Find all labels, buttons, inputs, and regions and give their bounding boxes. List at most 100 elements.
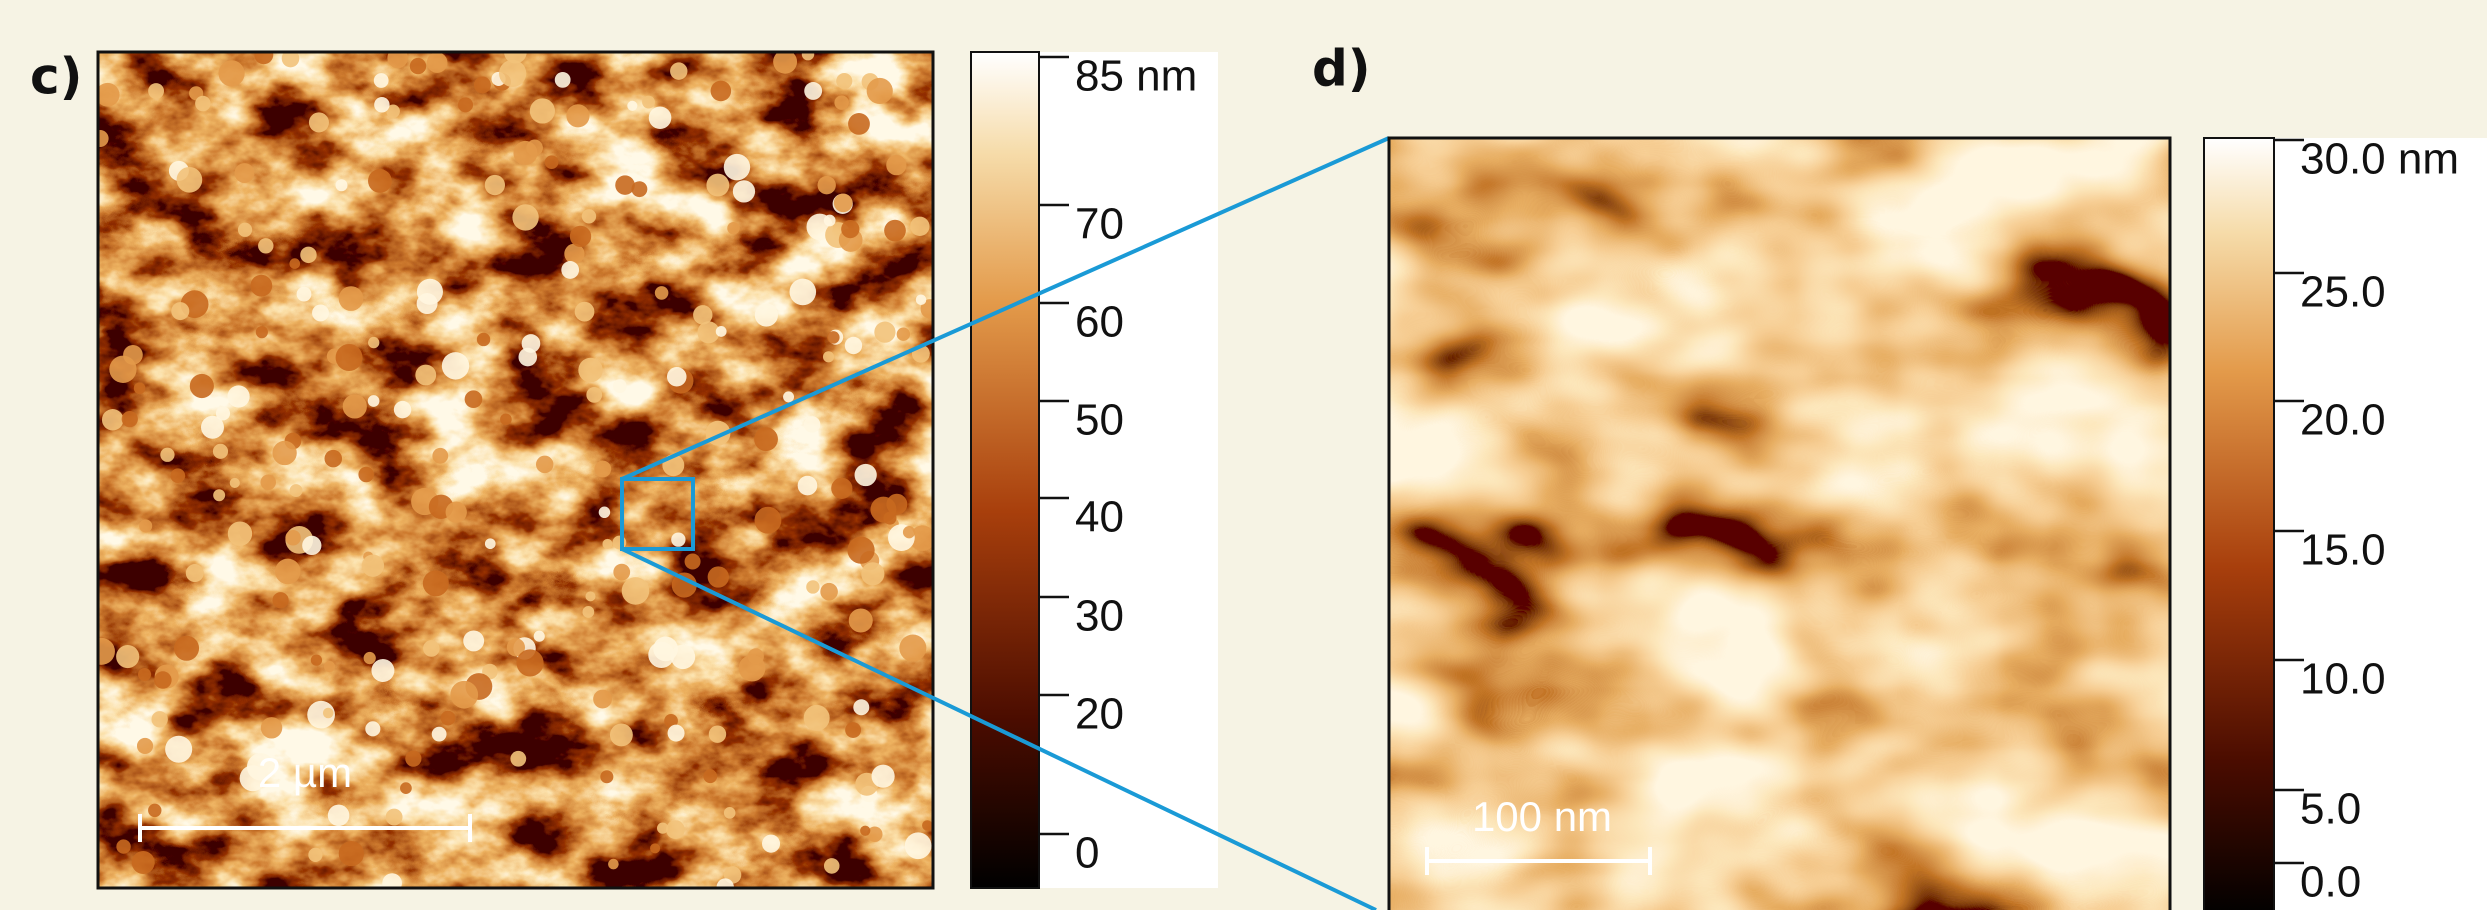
particle (285, 530, 300, 545)
particle (806, 580, 819, 593)
particle (213, 444, 228, 459)
particle (297, 287, 312, 302)
particle (575, 302, 595, 322)
particle (804, 82, 822, 100)
particle (824, 858, 840, 874)
particle (186, 564, 204, 582)
particle (195, 96, 211, 112)
particle (790, 279, 817, 306)
particle (824, 215, 836, 227)
particle (109, 356, 136, 383)
particle (666, 820, 685, 839)
particle (171, 302, 189, 320)
particle (733, 180, 755, 202)
particle (874, 322, 895, 343)
particle (88, 638, 115, 665)
particle (386, 809, 403, 826)
colorbar (971, 52, 1039, 888)
particle (671, 532, 685, 546)
particle (916, 295, 927, 306)
particle (343, 394, 367, 418)
particle (410, 58, 426, 74)
particle (272, 592, 288, 608)
particle (261, 717, 282, 738)
particle (417, 293, 438, 314)
particle (238, 223, 252, 237)
particle (510, 751, 526, 767)
particle (405, 751, 421, 767)
particle (152, 711, 168, 727)
particle (171, 468, 186, 483)
particle (582, 209, 596, 223)
particle (536, 456, 553, 473)
particle (762, 835, 780, 853)
particle (218, 60, 244, 86)
particle (289, 258, 300, 269)
particle (748, 648, 764, 664)
particle (134, 382, 146, 394)
particle (667, 367, 687, 387)
particle (122, 411, 138, 427)
particle (845, 722, 861, 738)
particle (798, 476, 818, 496)
colorbar-top-label: 85 nm (1075, 52, 1197, 101)
particle (530, 98, 555, 123)
particle (642, 96, 655, 109)
particle (302, 536, 321, 555)
particle (474, 77, 491, 94)
particle (450, 681, 478, 709)
panel-label: c) (30, 48, 83, 106)
particle (325, 450, 343, 468)
particle (627, 101, 637, 111)
particle (275, 559, 301, 585)
particle (250, 275, 272, 297)
particle (137, 738, 153, 754)
particle (650, 843, 660, 853)
particle (802, 48, 814, 60)
particle (116, 839, 130, 853)
particle (703, 769, 717, 783)
particle (827, 331, 839, 343)
particle (290, 484, 303, 497)
particle (834, 95, 849, 110)
particle (132, 851, 155, 874)
particle (855, 464, 877, 486)
particle (522, 334, 541, 353)
particle (368, 395, 380, 407)
colorbar-tick-label: 15.0 (2300, 526, 2386, 575)
particle (593, 690, 612, 709)
particle (823, 351, 834, 362)
particle (312, 304, 329, 321)
particle (615, 175, 635, 195)
particle (339, 841, 364, 866)
particle (613, 564, 630, 581)
particle (517, 649, 544, 676)
particle (512, 204, 538, 230)
particle (685, 554, 701, 570)
particle (365, 721, 380, 736)
colorbar-tick-label: 0 (1075, 829, 1099, 878)
particle (849, 609, 873, 633)
colorbar-tick-label: 5.0 (2300, 785, 2361, 834)
colorbar-tick-label: 20.0 (2300, 396, 2386, 445)
particle (228, 521, 252, 545)
particle (300, 247, 316, 263)
particle (463, 630, 484, 651)
colorbar-tick-label: 0.0 (2300, 858, 2361, 907)
particle (860, 826, 870, 836)
particle (818, 176, 836, 194)
particle (235, 163, 255, 183)
particle (561, 261, 579, 279)
particle (174, 636, 199, 661)
particle (820, 583, 838, 601)
particle (138, 668, 151, 681)
particle (872, 765, 895, 788)
particle (485, 175, 505, 195)
particle (649, 106, 672, 129)
particle (374, 73, 389, 88)
figure: c) 2 µm 85 nm7060504030200 d) 100 nm 30.… (0, 0, 2487, 910)
particle (160, 448, 174, 462)
particle (708, 566, 729, 587)
scale-bar-label: 100 nm (1472, 793, 1612, 840)
particle (336, 179, 348, 191)
